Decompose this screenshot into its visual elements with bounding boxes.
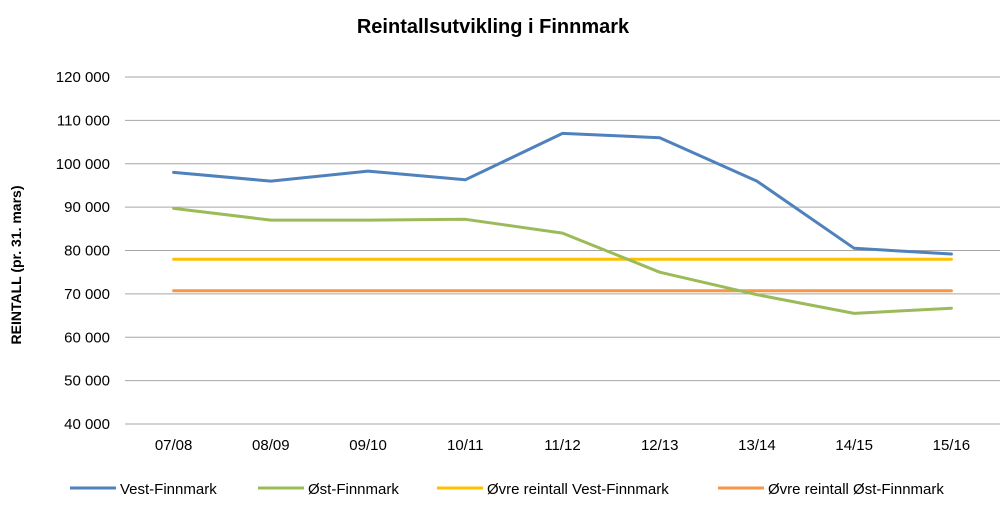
y-tick-label: 50 000 — [64, 373, 110, 390]
y-tick-label: 90 000 — [64, 199, 110, 216]
legend-label: Øvre reintall Øst-Finnmark — [768, 481, 944, 498]
x-tick-label: 14/15 — [835, 437, 873, 454]
legend-label: Øst-Finnmark — [308, 481, 399, 498]
series-line — [172, 131, 953, 256]
x-tick-label: 13/14 — [738, 437, 776, 454]
y-tick-label: 80 000 — [64, 243, 110, 260]
x-axis-ticks: 07/08 08/09 09/10 10/11 11/12 12/13 13/14 14/15… — [155, 437, 970, 454]
gridlines — [125, 76, 1000, 425]
legend-label: Vest-Finnmark — [120, 481, 217, 498]
y-tick-label: 110 000 — [57, 112, 110, 129]
chart-title: Reintallsutvikling i Finnmark — [357, 16, 630, 38]
x-tick-label: 15/16 — [933, 437, 971, 454]
series-lines — [172, 131, 953, 315]
y-tick-label: 120 000 — [56, 69, 110, 86]
y-tick-label: 40 000 — [64, 416, 110, 433]
legend: Vest-Finnmark Øst-Finnmark Øvre reintall V… — [70, 481, 944, 498]
y-axis-ticks: 40 000 50 000 60 000 70 000 80 000 90 000 100 … — [56, 69, 110, 433]
x-tick-label: 11/12 — [544, 437, 580, 454]
legend-label: Øvre reintall Vest-Finnmark — [487, 481, 669, 498]
x-tick-label: 10/11 — [447, 437, 483, 454]
x-tick-label: 12/13 — [641, 437, 679, 454]
series-line — [172, 206, 953, 315]
y-tick-label: 70 000 — [64, 286, 110, 303]
y-tick-label: 60 000 — [64, 329, 110, 346]
y-axis-label: REINTALL (pr. 31. mars) — [8, 186, 24, 345]
x-tick-label: 09/10 — [349, 437, 387, 454]
x-tick-label: 08/09 — [252, 437, 290, 454]
y-tick-label: 100 000 — [56, 156, 110, 173]
x-tick-label: 07/08 — [155, 437, 193, 454]
